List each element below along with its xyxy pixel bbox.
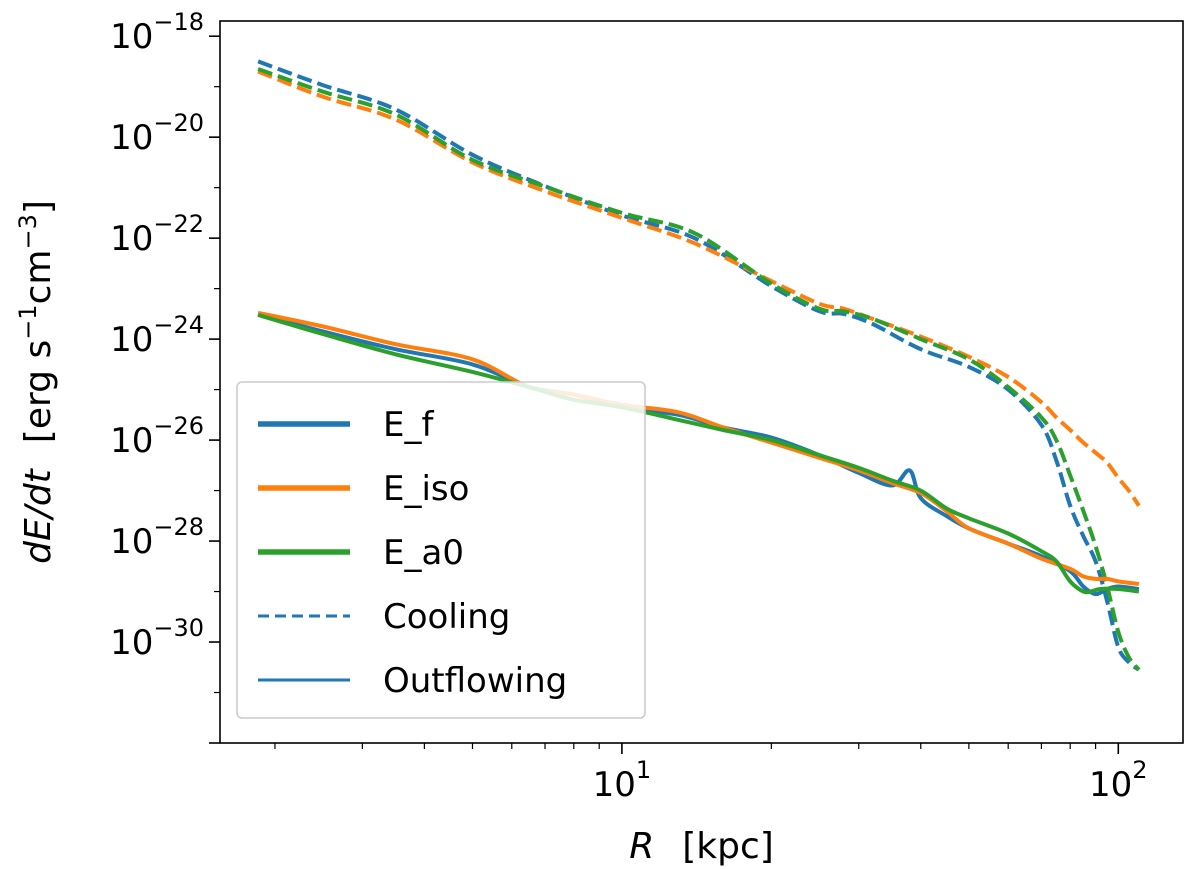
y-tick-label: 10−26 — [110, 412, 204, 461]
y-tick-label: 10−30 — [110, 614, 204, 663]
legend: E_f E_iso E_a0 Cooling Outflowing — [236, 381, 646, 719]
series-e-iso-cooling-line — [257, 69, 1141, 507]
y-axis: 10−18 10−20 10−22 10−24 10−26 10−28 10−30 — [110, 8, 220, 744]
plot-frame — [219, 20, 1184, 744]
series-e-a0-cooling-line — [257, 67, 1141, 672]
plot-lines — [257, 59, 1141, 672]
y-tick-label: 10−22 — [110, 210, 204, 259]
series-e-f-cooling-line — [257, 59, 1141, 672]
y-tick-label: 10−20 — [110, 109, 204, 158]
y-tick-label: 10−28 — [110, 513, 204, 562]
y-axis-label: dE/dt[erg s−1cm−3] — [14, 200, 59, 564]
y-tick-label: 10−18 — [110, 8, 204, 57]
legend-label-e-iso: E_iso — [383, 469, 469, 509]
x-tick-label: 102 — [1089, 756, 1148, 805]
x-tick-label: 101 — [593, 756, 652, 805]
legend-label-cooling: Cooling — [383, 597, 510, 637]
x-axis-label: R [kpc] — [629, 826, 774, 867]
series-e-iso-outflowing-line — [257, 310, 1140, 586]
x-axis: 101 102 — [274, 743, 1148, 805]
y-tick-label: 10−24 — [110, 311, 204, 360]
legend-label-e-f: E_f — [383, 405, 434, 445]
legend-label-outflowing: Outflowing — [383, 661, 567, 701]
legend-box — [236, 381, 646, 719]
legend-label-e-a0: E_a0 — [383, 533, 464, 573]
